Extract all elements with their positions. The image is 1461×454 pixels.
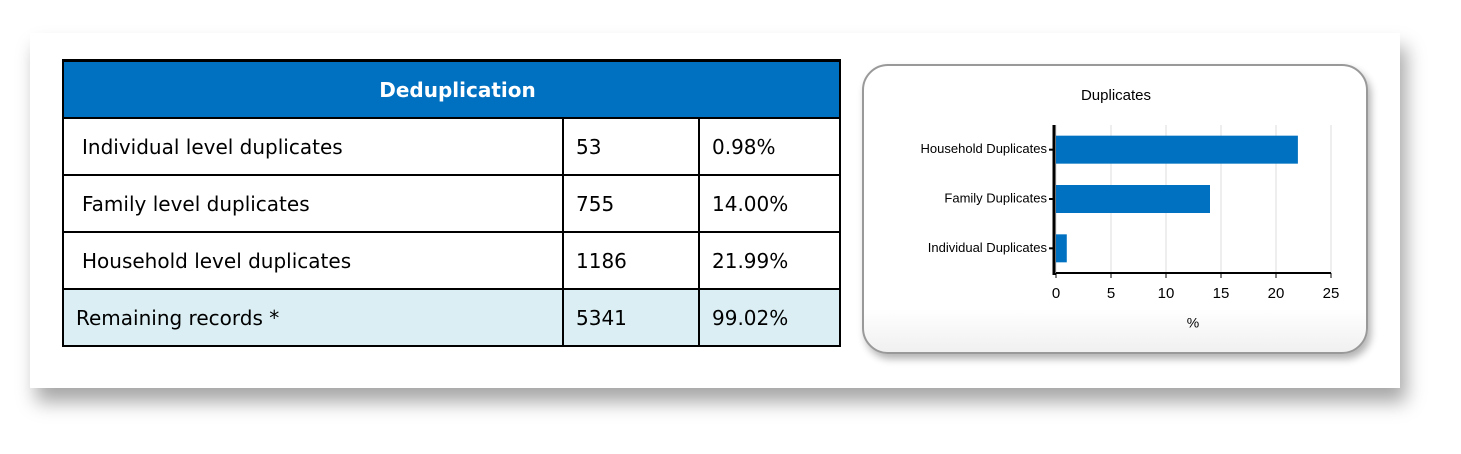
y-tick-label: Family Duplicates [944, 190, 1047, 205]
bar [1056, 185, 1210, 213]
row: Household level duplicates 1186 21.99% [62, 231, 841, 290]
x-tick-label: 10 [1158, 285, 1175, 302]
cell: Remaining records * [62, 288, 564, 347]
cell: Household level duplicates [62, 231, 564, 290]
dedup-table: Deduplication Individual level duplicate… [62, 59, 841, 347]
cell: 14.00% [698, 174, 841, 233]
bar [1056, 234, 1067, 263]
cell: 0.98% [698, 117, 841, 176]
x-tick-label: 20 [1268, 285, 1285, 302]
row: Family level duplicates 755 14.00% [62, 174, 841, 233]
header-row: Deduplication [62, 59, 841, 119]
chart-title: Duplicates [1081, 87, 1151, 104]
x-tick-label: 25 [1323, 285, 1340, 302]
cell: 755 [562, 174, 700, 233]
cell: 5341 [562, 288, 700, 347]
row: Individual level duplicates 53 0.98% [62, 117, 841, 176]
x-tick-label: 0 [1052, 285, 1060, 302]
cell: 99.02% [698, 288, 841, 347]
y-tick-label: Household Duplicates [921, 141, 1048, 156]
x-tick-label: 15 [1213, 285, 1230, 302]
bar [1056, 135, 1298, 164]
cell: 1186 [562, 231, 700, 290]
x-axis-label: % [1187, 315, 1199, 331]
y-tick-label: Individual Duplicates [928, 240, 1048, 255]
x-tick-label: 5 [1107, 285, 1115, 302]
cell: 53 [562, 117, 700, 176]
row: Remaining records * 5341 99.02% [62, 288, 841, 347]
cell: 21.99% [698, 231, 841, 290]
table-title: Deduplication [62, 59, 841, 119]
cell: Family level duplicates [62, 174, 564, 233]
cell: Individual level duplicates [62, 117, 564, 176]
